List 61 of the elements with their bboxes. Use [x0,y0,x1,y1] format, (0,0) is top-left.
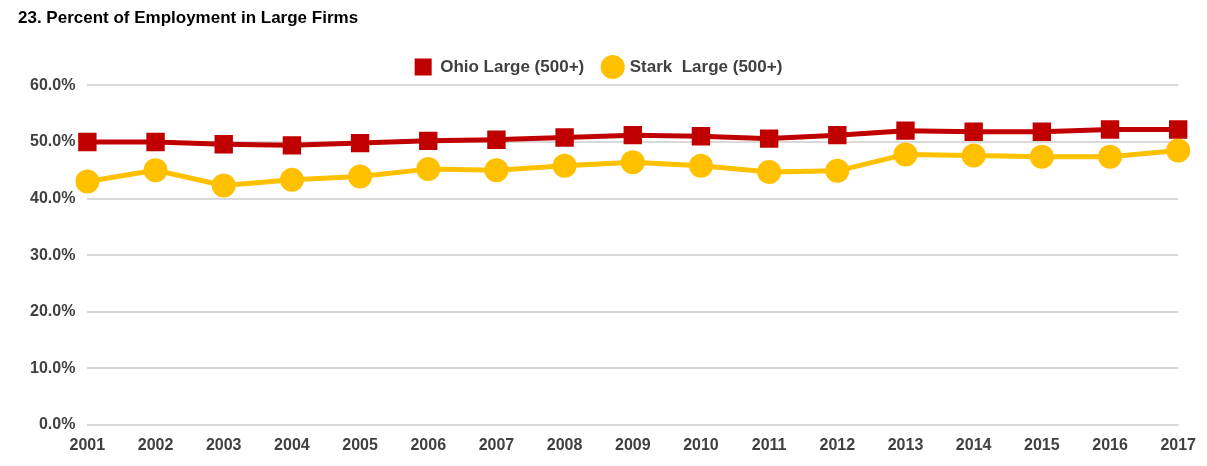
x-tick-label: 2006 [410,435,447,453]
point [828,125,847,145]
point [961,143,986,168]
point [620,150,645,175]
point [691,127,711,146]
point [964,122,983,141]
point [419,131,438,151]
point [416,157,441,182]
y-tick-label: 10.0% [29,358,76,376]
point [1032,122,1052,141]
point [759,129,779,148]
x-tick-label: 2015 [1024,435,1060,453]
point [555,128,574,147]
y-tick-label: 20.0% [29,302,76,320]
point [282,136,302,155]
point [552,153,577,178]
point [487,130,506,149]
y-tick-label: 30.0% [29,245,76,263]
point [688,153,713,178]
x-tick-label: 2011 [751,435,787,453]
x-tick-label: 2016 [1092,435,1128,453]
point [348,164,373,189]
legend-label: Ohio Large (500+) [440,56,585,76]
point [1169,120,1188,139]
y-tick-label: 0.0% [38,415,76,433]
point [1098,144,1123,169]
point [623,125,642,145]
point [896,121,915,140]
point [143,158,168,183]
point [757,159,782,184]
point [1100,120,1120,139]
x-tick-label: 2002 [137,435,174,453]
y-tick-label: 60.0% [29,75,76,93]
point [893,142,918,167]
x-tick-label: 2013 [887,435,924,453]
x-tick-label: 2009 [614,435,651,453]
x-tick-label: 2003 [205,435,242,453]
x-tick-label: 2008 [546,435,583,453]
x-tick-label: 2001 [69,435,106,453]
point [78,132,97,152]
x-tick-label: 2007 [478,435,515,453]
point [1029,144,1054,169]
point [75,169,100,194]
x-tick-label: 2010 [683,435,719,453]
point [211,173,236,198]
y-tick-label: 50.0% [29,132,76,150]
legend-label: Stark Large (500+) [629,56,783,76]
point [825,158,850,183]
x-tick-label: 2012 [819,435,856,453]
x-tick-label: 2005 [342,435,378,453]
point [214,135,233,154]
point [484,158,509,183]
chart-title: 23. Percent of Employment in Large Firms [18,7,359,27]
x-tick-label: 2004 [274,435,310,453]
y-tick-label: 40.0% [29,188,76,206]
point [146,132,165,152]
point [1166,138,1191,163]
point [350,133,370,153]
x-tick-label: 2014 [955,435,992,453]
point [279,167,304,192]
x-tick-label: 2017 [1160,435,1197,453]
